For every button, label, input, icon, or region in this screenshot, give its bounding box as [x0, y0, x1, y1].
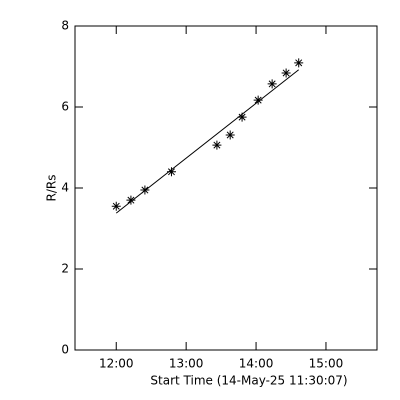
y-tick-label: 8 [61, 19, 69, 33]
point [267, 79, 277, 89]
y-tick-label: 2 [61, 262, 69, 276]
y-tick-label: 4 [61, 181, 69, 195]
x-tick-label: 14:00 [239, 357, 274, 371]
x-tick-label: 13:00 [169, 357, 204, 371]
x-axis-label: Start Time (14-May-25 11:30:07) [150, 374, 347, 388]
y-tick-label: 6 [61, 100, 69, 114]
y-axis-label: R/Rs [45, 175, 59, 202]
plot-frame [74, 25, 378, 351]
point [166, 167, 176, 177]
point [237, 112, 247, 122]
point [294, 58, 304, 68]
point [126, 195, 136, 205]
x-tick-label: 12:00 [99, 357, 134, 371]
point [225, 130, 235, 140]
point [253, 95, 263, 105]
y-tick-label: 0 [61, 343, 69, 357]
fit-line [115, 69, 300, 214]
point [111, 201, 121, 211]
x-tick-label: 15:00 [309, 357, 344, 371]
point [281, 68, 291, 78]
point [212, 140, 222, 150]
